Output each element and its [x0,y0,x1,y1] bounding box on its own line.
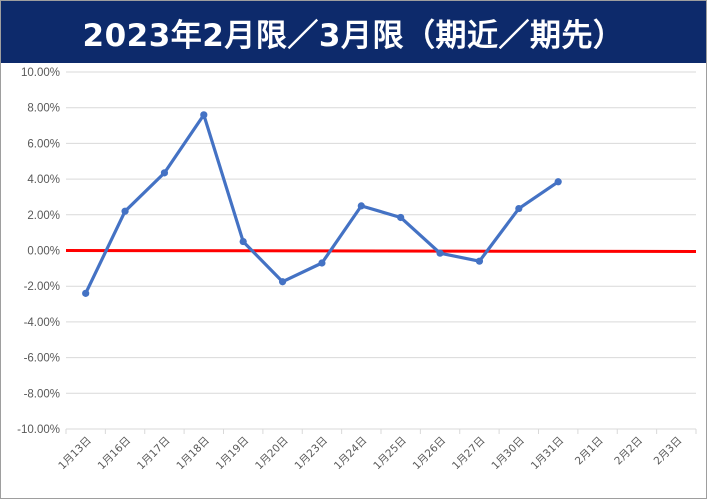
x-tick-label: 1月13日 [56,435,94,473]
data-point [436,249,444,257]
x-tick-label: 1月23日 [293,435,331,473]
x-tick-label: 1月19日 [214,435,252,473]
x-tick-label: 1月27日 [450,435,488,473]
x-tick-label: 1月16日 [96,435,134,473]
data-point [515,204,523,213]
data-point [82,289,90,297]
y-tick-label: 10.00% [21,67,60,79]
y-tick-label: 6.00% [27,138,60,150]
data-point [160,169,169,177]
x-tick-label: 1月17日 [135,435,173,473]
data-point [200,111,208,119]
gridlines [66,71,696,430]
y-tick-label: -4.00% [24,317,60,329]
y-tick-label: -10.00% [17,424,60,436]
x-tick-label: 1月24日 [332,435,370,473]
title-bar: 2023年2月限／3月限（期近／期先） [1,1,706,63]
y-tick-label: 0.00% [27,246,60,258]
series [82,111,562,297]
x-tick-label: 1月31日 [529,435,567,473]
x-axis: 1月13日 1月16日 1月17日 1月18日 1月19日 1月20日 1月23日 1月24日… [56,428,697,473]
x-tick-label: 2月2日 [612,435,645,468]
data-point [318,259,326,267]
zero-reference-line [65,249,697,253]
data-point [121,207,129,215]
x-tick-label: 1月26日 [411,435,449,473]
x-tick-label: 1月30日 [489,435,527,473]
y-tick-label: -2.00% [24,281,60,293]
y-tick-label: 4.00% [27,174,60,186]
data-point [397,213,405,222]
y-axis: 10.00% 8.00% 6.00% 4.00% 2.00% 0.00% -2.00% -4.… [17,67,60,436]
reference-line [65,249,697,253]
y-tick-label: -8.00% [24,388,60,400]
x-tick-label: 1月20日 [253,435,291,473]
x-tick-label: 2月3日 [652,435,685,468]
y-tick-label: -6.00% [24,353,60,365]
x-tick-label: 1月18日 [174,435,212,473]
data-point [475,257,484,265]
x-tick-label: 2月1日 [573,435,606,468]
y-tick-label: 2.00% [27,210,60,222]
chart-title: 2023年2月限／3月限（期近／期先） [82,17,625,54]
data-point [554,178,562,186]
y-tick-label: 8.00% [27,103,60,115]
data-point [278,278,287,286]
x-tick-label: 1月25日 [371,435,409,473]
data-point [239,237,247,246]
data-point [357,202,365,210]
